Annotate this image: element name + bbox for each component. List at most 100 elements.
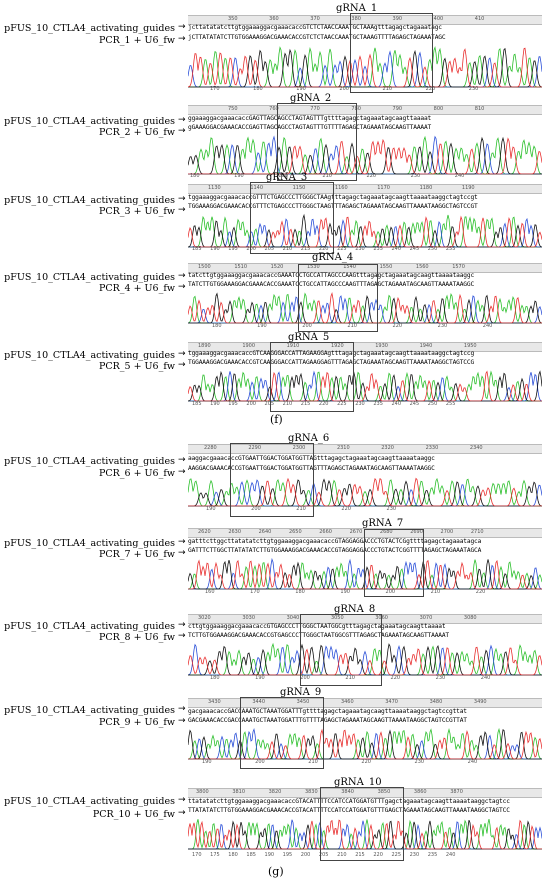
ruler-numbers: 2620 2630 2640 2650 2660 2670 2680 2690 … [198,529,484,535]
ruler-numbers: 3430 3440 3450 3460 3470 3480 3490 [208,699,487,705]
chromatogram [188,213,542,248]
trace-t [188,292,542,324]
pcr-label: PCR_2 + U6_fw [98,127,175,138]
trace-g [188,559,542,590]
trace-t [188,646,542,676]
reference-label: pFUS_10_CTLA4_activating_guides [4,621,175,632]
arrow-icon: → [178,205,186,215]
pcr-label: PCR_9 + U6_fw [98,717,175,728]
trace-t [188,477,542,507]
panel-grna-5: gRNA_5 pFUS_10_CTLA4_activating_guides →… [0,330,550,412]
guide-highlight-box [230,443,314,517]
arrow-icon: → [178,349,186,359]
position-ruler: 3800 3810 3820 3830 3840 3850 3860 3870 [188,788,542,798]
reference-sequence: ggaaaggacgaaacaccGAGTTAGCAGCCTAGTAGTTTgt… [188,115,432,122]
trace-axis-numbers: 190 200 210 220 230 240 [202,759,478,765]
panel-grna-2: gRNA_2 pFUS_10_CTLA4_activating_guides →… [0,93,550,181]
arrow-icon: → [178,704,186,714]
pcr-label: PCR_8 + U6_fw [98,632,175,643]
pcr-sequence: GATTTCTTGGCTTATATATCTTGTGGAAAGGACGAAACAC… [188,547,482,554]
pcr-label: PCR_6 + U6_fw [98,468,175,479]
arrow-icon: → [178,795,186,805]
guide-highlight-box [364,529,424,597]
pcr-sequence: TCTTGTGGAAAGGACGAAACACCGTGAGCCCTTGGGCTAA… [188,632,449,639]
pcr-sequence: TGGAAAGGACGAAACACCGTCAAGGGACCATTAGAAGGAG… [188,359,475,366]
chromatogram [188,557,542,590]
pcr-label: PCR_1 + U6_fw [98,35,175,46]
arrow-icon: → [178,34,186,44]
position-ruler: 750 760 770 780 790 800 810 [188,105,542,115]
guide-label: gRNA_10 [334,777,382,788]
position-ruler: 2620 2630 2640 2650 2660 2670 2680 2690 … [188,528,542,538]
panel-grna-10: gRNA_10 pFUS_10_CTLA4_activating_guides … [0,770,550,861]
arrow-icon: → [178,808,186,818]
trace-g [188,213,542,248]
reference-label: pFUS_10_CTLA4_activating_guides [4,705,175,716]
arrow-icon: → [178,194,186,204]
ruler-numbers: 1130 1140 1150 1160 1170 1180 1190 [208,185,475,191]
arrow-icon: → [178,620,186,630]
arrow-icon: → [178,467,186,477]
ruler-numbers: 1500 1510 1520 1530 1540 1550 1560 1570 [198,264,465,270]
arrow-icon: → [178,271,186,281]
guide-highlight-box [250,182,334,254]
trace-t [188,819,542,850]
reference-sequence: aaggacgaaacaccGTGAATTGGACTGGATGGTTAGttta… [188,455,435,462]
panel-grna-9: gRNA_9 pFUS_10_CTLA4_activating_guides →… [0,682,550,769]
trace-axis-numbers: 190 200 210 220 230 [206,506,397,512]
ruler-numbers: 350 360 370 380 390 400 410 [228,16,485,22]
panel-caption-g: (g) [268,865,284,878]
reference-sequence: tggaaaggacgaaacaccGTTTCTGAGCCCTTGGGCTAAg… [188,194,478,201]
position-ruler: 2280 2290 2300 2310 2320 2330 2340 [188,444,542,454]
arrow-icon: → [178,548,186,558]
guide-highlight-box [350,13,433,93]
guide-label: gRNA_4 [312,252,354,263]
chromatogram [188,642,542,676]
reference-sequence: ttatatatcttgtggaaaggacgaaacaccGTACATTTTC… [188,798,510,805]
trace-g [188,47,542,88]
arrow-icon: → [178,22,186,32]
guide-label: gRNA_3 [266,172,308,183]
reference-sequence: gatttcttggcttatatatcttgtggaaaggacgaaacac… [188,538,482,545]
trace-axis-numbers: 185 190 195 200 205 210 215 220 225 230 … [192,246,456,252]
guide-label: gRNA_9 [280,687,322,698]
trace-a [188,214,542,248]
trace-c [188,217,542,248]
trace-g [188,292,542,324]
trace-axis-numbers: 160 170 180 190 200 210 220 [205,589,486,595]
pcr-label: PCR_10 + U6_fw [92,809,175,820]
position-ruler: 1130 1140 1150 1160 1170 1180 1190 [188,184,542,194]
arrow-icon: → [178,631,186,641]
chromatogram [188,370,542,402]
trace-t [188,215,542,248]
guide-label: gRNA_7 [362,518,404,529]
reference-sequence: tggaaaggacgaaacaccGTCAAGGGACCATTAGAAGGAg… [188,350,475,357]
pcr-label: PCR_3 + U6_fw [98,206,175,217]
position-ruler: 1890 1900 1910 1920 1930 1940 1950 [188,342,542,352]
position-ruler: 3430 3440 3450 3460 3470 3480 3490 [188,698,542,708]
chromatogram [188,135,542,175]
trace-t [188,370,542,402]
reference-label: pFUS_10_CTLA4_activating_guides [4,456,175,467]
guide-highlight-box [298,264,378,332]
chromatogram [188,292,542,324]
trace-axis-numbers: 170 180 190 200 210 220 230 [210,86,479,92]
panel-grna-3: gRNA_3 pFUS_10_CTLA4_activating_guides →… [0,172,550,254]
ruler-numbers: 2280 2290 2300 2310 2320 2330 2340 [204,445,483,451]
chromatogram [188,727,542,760]
trace-axis-numbers: 170 175 180 185 190 195 200 205 210 215 … [192,852,456,858]
panel-caption-f: (f) [270,413,283,426]
reference-label: pFUS_10_CTLA4_activating_guides [4,350,175,361]
chromatogram [188,46,542,88]
reference-label: pFUS_10_CTLA4_activating_guides [4,116,175,127]
chromatogram [188,477,542,507]
pcr-label: PCR_4 + U6_fw [98,283,175,294]
reference-sequence: gacgaaacaccGACCAAATGCTAAATGGATTTgttttaga… [188,708,467,715]
panel-grna-8: gRNA_8 pFUS_10_CTLA4_activating_guides →… [0,598,550,686]
trace-axis-numbers: 180 190 200 210 220 230 240 [212,323,493,329]
guide-label: gRNA_2 [290,93,332,104]
guide-label: gRNA_5 [288,332,330,343]
reference-sequence: cttgtggaaaggacgaaacaccGTGAGCCCTTGGGCTAAT… [188,623,446,630]
pcr-sequence: gGAAAGGACGAAACACCGAGTTAGCAGCCTAGTAGTTTGT… [188,124,432,131]
reference-label: pFUS_10_CTLA4_activating_guides [4,796,175,807]
